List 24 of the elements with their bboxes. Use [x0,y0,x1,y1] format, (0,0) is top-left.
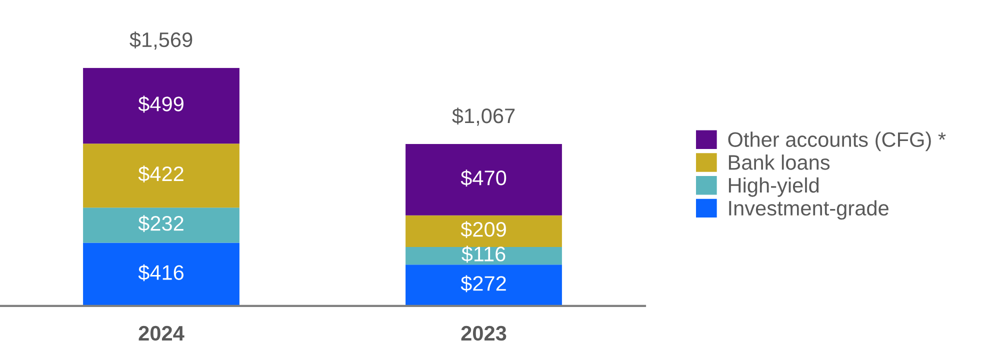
legend-label: Investment-grade [729,200,888,220]
bar [83,144,240,208]
bar [406,264,562,306]
bar [406,144,562,216]
data-label: $416 [138,264,184,282]
data-label: $116 [462,246,506,263]
bar [83,208,240,243]
legend-label: High-yield [728,177,819,197]
data-label: $232 [138,215,184,232]
data-label: $422 [138,166,184,182]
x-tick-label: 2023 [461,326,506,341]
bar [83,242,240,306]
legend-label: Bank loans [728,154,830,170]
data-label: $499 [138,96,184,113]
data-label: $272 [460,275,506,292]
data-label: $470 [460,170,506,187]
data-label: $209 [460,221,506,238]
bar [406,215,562,248]
bar [83,68,240,144]
total-label: $1,067 [452,108,515,126]
x-tick-label: 2024 [138,326,184,341]
legend-label: Other accounts (CFG) * [728,132,946,152]
total-label: $1,569 [130,31,192,50]
bar [406,247,562,265]
